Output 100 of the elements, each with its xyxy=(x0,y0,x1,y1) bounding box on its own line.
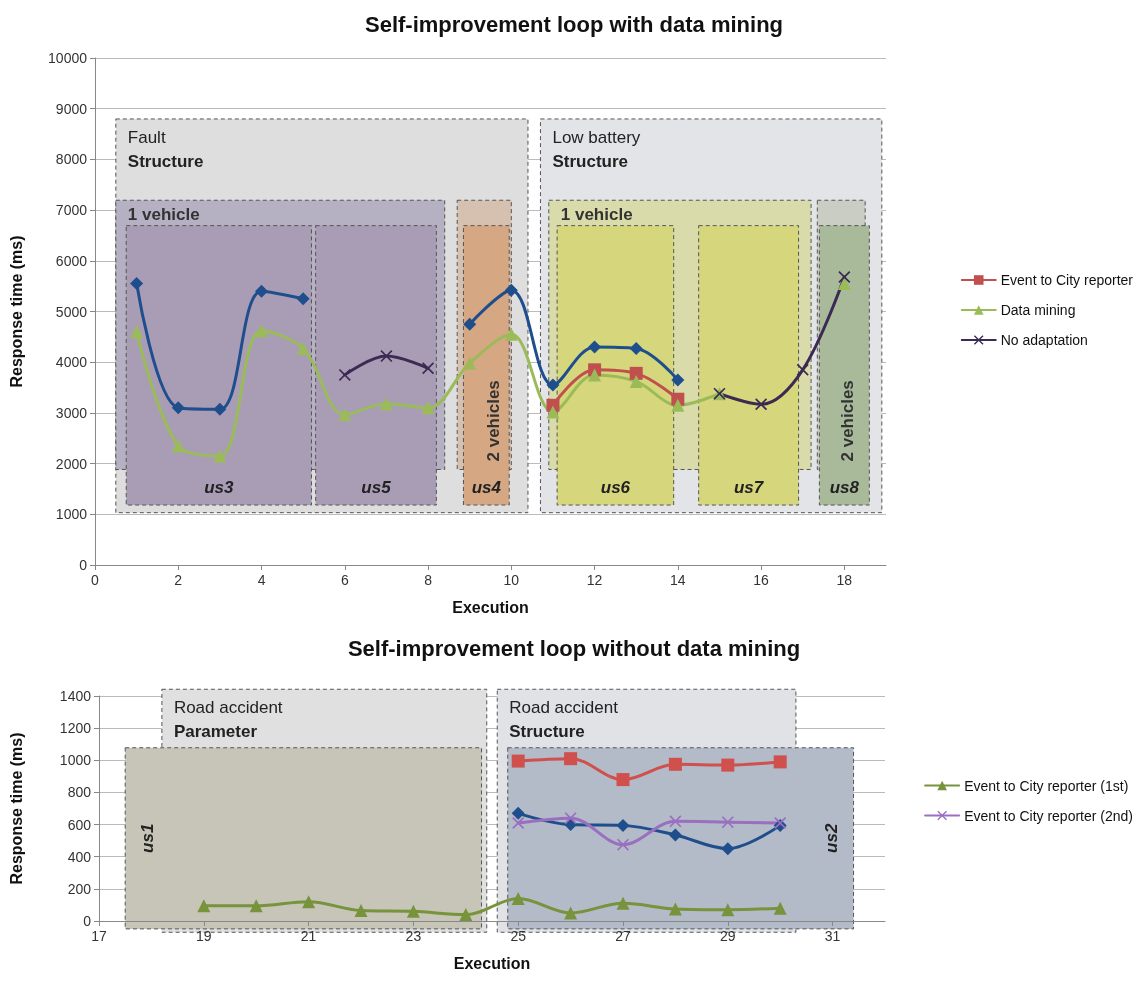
point xyxy=(171,401,185,415)
point xyxy=(406,904,420,918)
band-label: 2 vehicles xyxy=(483,380,503,462)
point xyxy=(512,816,525,829)
x-tick-label: 6 xyxy=(340,572,349,588)
point xyxy=(721,842,735,856)
point xyxy=(668,757,682,771)
band-label: us3 xyxy=(204,477,235,497)
point xyxy=(773,755,787,769)
point xyxy=(459,908,473,922)
point xyxy=(721,816,734,829)
band-label: us4 xyxy=(471,477,502,497)
x-tick-label: 12 xyxy=(586,572,603,588)
point xyxy=(213,402,227,416)
y-tick-label: 5000 xyxy=(55,303,88,320)
point xyxy=(721,903,735,917)
y-axis-title: Response time (ms) xyxy=(7,235,25,388)
chart-title: Self-improvement loop without data mining xyxy=(347,635,801,661)
point xyxy=(255,324,269,338)
point xyxy=(296,342,310,356)
y-tick-label: 200 xyxy=(67,880,92,897)
band-label: us2 xyxy=(822,823,842,853)
x-tick-label: 10 xyxy=(503,572,520,588)
point xyxy=(796,363,809,376)
point xyxy=(588,340,602,354)
point xyxy=(171,439,185,453)
point xyxy=(546,378,560,392)
y-tick-label: 1400 xyxy=(59,688,92,704)
point xyxy=(629,342,643,356)
x-tick-label: 8 xyxy=(424,572,433,588)
y-axis-title: Response time (ms) xyxy=(7,732,25,885)
x-tick-label: 27 xyxy=(615,928,631,944)
y-tick-label: 0 xyxy=(79,557,88,573)
y-tick-label: 800 xyxy=(67,784,92,801)
x-tick-label: 2 xyxy=(174,572,183,588)
x-tick-label: 31 xyxy=(824,928,841,944)
point xyxy=(629,374,643,388)
point xyxy=(564,752,578,766)
point xyxy=(302,895,316,909)
band-label: us6 xyxy=(600,477,631,497)
legend-label: Data mining xyxy=(1000,302,1076,318)
x-tick-label: 14 xyxy=(670,572,686,588)
point xyxy=(721,758,735,772)
point xyxy=(616,773,630,787)
point xyxy=(421,401,435,415)
x-tick-label: 18 xyxy=(836,572,853,588)
point xyxy=(379,397,393,411)
point xyxy=(546,405,560,419)
y-tick-label: 7000 xyxy=(55,202,88,219)
legend-label: Event to City reporter xyxy=(1000,272,1134,288)
band-label: us5 xyxy=(361,477,392,497)
band-label: us1 xyxy=(137,823,157,853)
band-label: 2 vehicles xyxy=(837,380,857,462)
legend-label: Event to City reporter (2nd) xyxy=(964,807,1134,824)
legend-label: Event to City reporter (1st) xyxy=(964,777,1129,794)
x-tick-label: 23 xyxy=(405,928,422,944)
x-axis-title: Execution xyxy=(453,954,531,972)
band-label: us7 xyxy=(733,477,765,497)
point xyxy=(669,815,682,828)
x-tick-label: 16 xyxy=(753,572,770,588)
point xyxy=(511,806,525,820)
y-tick-label: 1000 xyxy=(55,506,88,523)
band-label: Fault Structure xyxy=(127,127,204,171)
y-tick-label: 3000 xyxy=(55,404,88,421)
y-tick-label: 0 xyxy=(83,913,92,929)
point xyxy=(773,901,787,915)
point xyxy=(564,906,578,920)
point xyxy=(616,818,630,832)
point xyxy=(504,283,518,297)
y-tick-label: 4000 xyxy=(55,354,88,371)
band-label: Road accident Structure xyxy=(509,698,619,742)
x-tick-label: 19 xyxy=(196,928,212,944)
point xyxy=(504,327,518,341)
x-tick-label: 17 xyxy=(91,928,107,944)
point xyxy=(671,398,685,412)
y-tick-label: 10000 xyxy=(48,50,88,66)
chart-title: Self-improvement loop with data mining xyxy=(364,11,784,37)
band-label: Road accident Parameter xyxy=(173,698,283,742)
point xyxy=(249,899,263,913)
point xyxy=(197,899,211,913)
point xyxy=(213,449,227,463)
point xyxy=(130,325,144,339)
y-tick-label: 8000 xyxy=(55,151,88,168)
point xyxy=(338,407,352,421)
point xyxy=(668,902,682,916)
y-tick-label: 1200 xyxy=(59,720,92,737)
x-axis-title: Execution xyxy=(452,598,529,616)
point xyxy=(511,892,525,905)
y-tick-label: 600 xyxy=(67,816,92,833)
y-tick-label: 400 xyxy=(67,848,92,865)
point xyxy=(463,356,477,370)
point xyxy=(354,904,368,918)
band-label: Low battery Structure xyxy=(552,127,641,171)
legend-label: No adaptation xyxy=(1000,332,1088,348)
point xyxy=(755,398,768,411)
point xyxy=(130,277,144,291)
x-tick-label: 29 xyxy=(720,928,736,944)
point xyxy=(671,373,685,387)
band-label: us8 xyxy=(829,477,860,497)
point xyxy=(616,896,630,910)
